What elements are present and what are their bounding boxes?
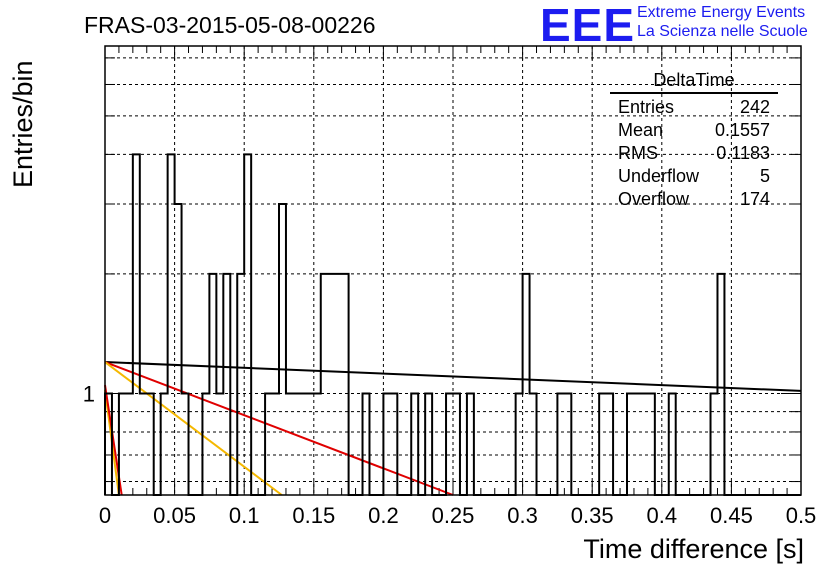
eee-logo: EEE — [540, 0, 636, 51]
stats-row: RMS 0.1183 — [610, 142, 778, 165]
stats-title: DeltaTime — [610, 70, 778, 94]
fit-line — [104, 361, 283, 496]
stats-value: 0.1183 — [716, 143, 770, 163]
stats-label: Overflow — [618, 189, 690, 209]
stats-row: Mean 0.1557 — [610, 119, 778, 142]
x-tick-label: 0.05 — [153, 503, 196, 528]
x-tick-label: 0.2 — [368, 503, 399, 528]
stats-label: Entries — [618, 97, 675, 117]
x-tick-label: 0.4 — [647, 503, 678, 528]
x-tick-label: 0.1 — [229, 503, 260, 528]
x-tick-label: 0 — [99, 503, 111, 528]
chart-title: FRAS-03-2015-05-08-00226 — [84, 12, 376, 38]
stats-value: 174 — [739, 189, 770, 209]
y-axis-label: Entries/bin — [8, 60, 38, 188]
grid-lines — [105, 46, 801, 495]
stats-row: Entries 242 — [610, 96, 778, 119]
stats-value: 5 — [759, 166, 770, 186]
stats-label: Underflow — [618, 166, 700, 186]
x-tick-label: 0.45 — [710, 503, 753, 528]
stats-row: Overflow 174 — [610, 188, 778, 211]
x-tick-label: 0.25 — [432, 503, 475, 528]
plot-frame — [104, 45, 802, 496]
y-tick-labels: 1 — [83, 381, 95, 406]
logo-subtitle-line2: La Scienza nelle Scuole — [637, 23, 808, 40]
logo-subtitle-line1: Extreme Energy Events — [637, 4, 806, 21]
x-tick-label: 0.3 — [507, 503, 538, 528]
x-tick-label: 0.15 — [292, 503, 335, 528]
stats-value: 242 — [739, 97, 770, 117]
y-tick-label: 1 — [83, 381, 95, 406]
stats-value: 0.1557 — [714, 120, 770, 140]
stats-label: RMS — [618, 143, 658, 163]
x-axis-label: Time difference [s] — [583, 534, 804, 564]
x-tick-label: 0.35 — [571, 503, 614, 528]
fit-line — [104, 361, 454, 496]
x-tick-labels: 0 0.05 0.1 0.15 0.2 0.25 0.3 0.35 0.4 0.45 0.5 — [99, 503, 816, 528]
x-tick-label: 0.5 — [786, 503, 817, 528]
stats-label: Mean — [618, 120, 664, 140]
fit-line — [104, 361, 802, 392]
stats-box: DeltaTime Entries 242 Mean 0.1557 RMS 0.118… — [610, 70, 778, 211]
stats-row: Underflow 5 — [610, 165, 778, 188]
